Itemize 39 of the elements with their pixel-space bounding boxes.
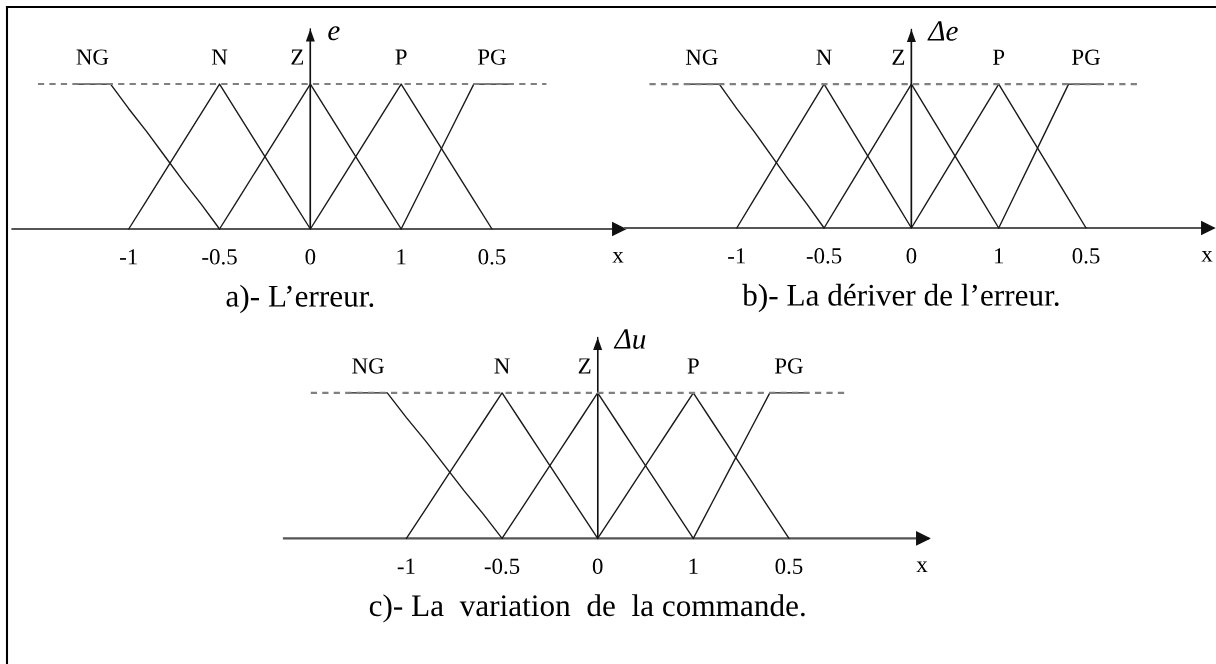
x-tick-label: -1 [120, 249, 137, 265]
text: c)- La variation de la commande. [369, 594, 805, 623]
series-label: NG [352, 358, 384, 374]
series-label: Z [578, 358, 591, 374]
series-label: N [211, 49, 228, 65]
x-tick-label: -0.5 [484, 558, 520, 575]
series-label: P [993, 49, 1005, 65]
y-axis-title: Δe [927, 21, 958, 41]
series-label: N [816, 49, 832, 65]
text: a)- L’erreur. [226, 284, 374, 314]
x-axis-title: x [612, 251, 624, 263]
x-tick-label: 1 [689, 558, 698, 574]
x-tick-label: 0.5 [1072, 248, 1100, 264]
series-label: N [494, 358, 510, 374]
series-label: Z [892, 49, 905, 65]
series-label: P [395, 49, 407, 65]
series-label: P [687, 358, 699, 374]
series-label: PG [477, 49, 506, 65]
x-tick-label: 1 [995, 248, 1004, 264]
x-tick-label: -1 [728, 248, 745, 264]
x-tick-label: 1 [397, 249, 406, 265]
x-tick-label: 0 [592, 558, 603, 574]
x-axis-title: x [916, 561, 928, 572]
text: b)- La dériver de l’erreur. [742, 283, 1059, 313]
series-label: PG [774, 358, 803, 374]
x-tick-label: -1 [397, 558, 415, 574]
series-label: NG [76, 49, 109, 65]
x-tick-label: 0.5 [478, 249, 506, 265]
x-tick-label: 0.5 [775, 558, 803, 575]
x-tick-label: 0 [305, 249, 316, 265]
series-label: NG [685, 49, 718, 65]
x-tick-label: -0.5 [806, 248, 842, 264]
series-label: Z [291, 49, 304, 65]
y-axis-title: Δu [613, 329, 646, 349]
series-label: PG [1072, 49, 1100, 65]
y-axis-title: e [328, 26, 340, 41]
x-tick-label: -0.5 [202, 249, 237, 265]
x-axis-title: x [1201, 250, 1213, 262]
x-tick-label: 0 [906, 248, 917, 264]
